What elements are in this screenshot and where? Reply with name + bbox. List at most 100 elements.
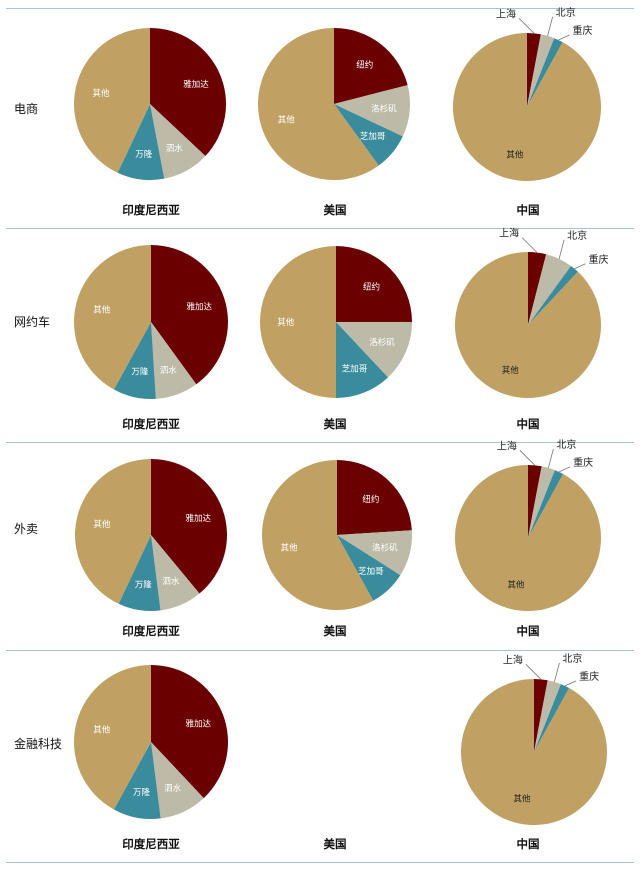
pie-slice	[150, 104, 206, 179]
country-label-indonesia: 印度尼西亚	[122, 417, 180, 431]
pie-slice	[334, 85, 410, 137]
pie-slice	[74, 458, 151, 604]
pie-slice	[334, 104, 403, 166]
slice-label: 泗水	[160, 365, 178, 376]
pie-slice	[527, 38, 563, 108]
leader-line	[521, 237, 538, 253]
leader-line	[574, 263, 586, 270]
separator-line	[6, 650, 634, 651]
slice-label: 上海	[497, 439, 517, 452]
separator-line	[6, 442, 634, 443]
slice-label: 纽约	[362, 494, 379, 505]
pie-slice	[113, 322, 156, 400]
country-label-usa: 美国	[323, 203, 347, 217]
pie-slice	[527, 34, 555, 108]
leader-line	[518, 18, 535, 34]
pie-slice	[461, 679, 608, 825]
slice-label: 其他	[93, 519, 111, 530]
country-label-china: 中国	[516, 624, 540, 638]
slice-label: 其他	[502, 365, 520, 376]
slice-label: 洛杉矶	[369, 337, 395, 348]
row-label-ecommerce: 电商	[14, 102, 39, 116]
slice-label: 万隆	[135, 149, 153, 160]
slice-label: 雅加达	[187, 301, 213, 312]
country-label-indonesia: 印度尼西亚	[122, 837, 180, 851]
slice-label: 其他	[513, 794, 531, 805]
country-label-indonesia: 印度尼西亚	[122, 203, 180, 217]
slice-label: 上海	[503, 653, 523, 666]
pie-slice	[527, 33, 541, 107]
leader-line	[519, 450, 536, 466]
pie-slice	[534, 684, 570, 752]
pie-slice	[117, 104, 165, 180]
pie-slice	[336, 322, 412, 378]
leader-line	[558, 466, 571, 473]
pie-slice	[334, 28, 408, 104]
pie-slice	[528, 470, 564, 538]
slice-label: 上海	[496, 7, 516, 20]
pie-slice	[455, 465, 602, 611]
pie-slice	[528, 265, 578, 325]
pie-slice	[528, 466, 555, 538]
slice-label: 洛杉矶	[372, 542, 398, 553]
slice-label: 重庆	[579, 670, 599, 683]
slice-label: 上海	[499, 227, 519, 240]
country-label-usa: 美国	[323, 624, 347, 638]
slice-label: 纽约	[356, 59, 373, 70]
pie-slice	[336, 322, 389, 398]
pie-slice	[151, 535, 200, 611]
leader-line	[554, 662, 560, 683]
pie-slice	[337, 535, 401, 601]
slice-label: 洛杉矶	[371, 104, 397, 115]
pie-slice	[261, 460, 374, 610]
slice-label: 万隆	[135, 580, 153, 591]
country-label-china: 中国	[516, 417, 540, 431]
pie-slice	[534, 680, 561, 752]
slice-label: 重庆	[573, 456, 593, 469]
slice-label: 北京	[562, 652, 582, 665]
slice-label: 万隆	[133, 787, 151, 798]
leader-line	[558, 239, 565, 260]
slice-label: 芝加哥	[358, 566, 384, 577]
pie-slice	[118, 535, 161, 612]
slice-label: 泗水	[164, 783, 182, 794]
pie-slice	[151, 665, 228, 799]
slice-label: 芝加哥	[360, 131, 386, 142]
pie-slice	[113, 742, 161, 819]
slice-label: 重庆	[589, 253, 609, 266]
row-label-ride-hailing: 网约车	[14, 315, 51, 329]
country-label-usa: 美国	[323, 417, 347, 431]
pie-slice	[453, 33, 602, 181]
slice-label: 北京	[556, 6, 576, 19]
slice-label: 纽约	[363, 282, 380, 293]
leader-line	[547, 16, 553, 37]
slice-label: 北京	[556, 438, 576, 451]
separator-line	[6, 862, 634, 863]
pie-slice	[151, 459, 227, 594]
pie-slice	[150, 28, 227, 157]
pie-slice	[151, 742, 204, 819]
slice-label: 其他	[93, 304, 111, 315]
row-label-food-delivery: 外卖	[14, 522, 39, 536]
pie-slice	[73, 245, 151, 390]
pie-slice	[528, 465, 542, 538]
slice-label: 泗水	[162, 576, 180, 587]
slice-label: 芝加哥	[342, 364, 368, 375]
country-label-indonesia: 印度尼西亚	[122, 624, 180, 638]
country-label-china: 中国	[516, 837, 540, 851]
pie-slice	[258, 28, 379, 180]
slice-label: 其他	[277, 317, 295, 328]
slice-label: 重庆	[573, 24, 593, 37]
slice-label: 其他	[506, 149, 524, 160]
pie-slice	[528, 254, 571, 325]
leader-line	[548, 448, 554, 469]
country-label-usa: 美国	[323, 837, 347, 851]
